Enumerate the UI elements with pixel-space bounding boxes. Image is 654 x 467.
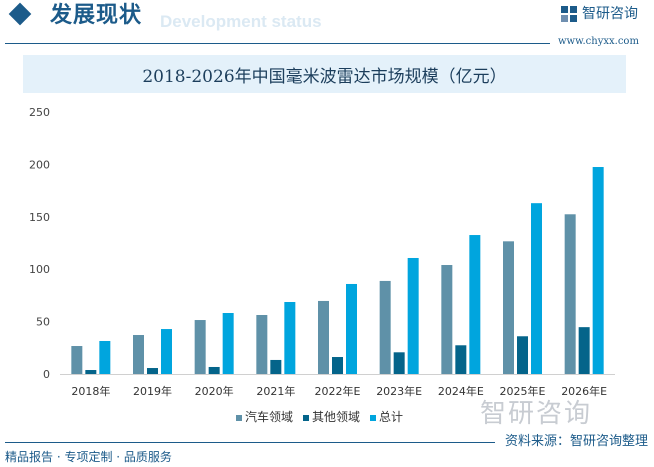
bar-other	[147, 368, 158, 374]
chart-title: 2018-2026年中国毫米波雷达市场规模（亿元）	[23, 55, 626, 93]
bar-auto	[71, 346, 83, 374]
watermark: 智研咨询	[480, 399, 593, 429]
header-title: 发展现状	[50, 3, 143, 28]
x-tick-label: 2025年E	[500, 384, 546, 398]
y-tick-label: 150	[29, 211, 50, 224]
brand-logo: 智研咨询	[560, 5, 638, 23]
bar-other	[208, 366, 220, 374]
bar-total	[284, 302, 296, 374]
y-tick-label: 50	[36, 316, 50, 329]
bar-other	[455, 345, 467, 374]
legend-item-total: 总计	[370, 410, 403, 425]
y-tick-label: 100	[29, 263, 50, 276]
bar-total	[531, 203, 542, 374]
x-tick-label: 2020年	[195, 384, 234, 398]
legend-label: 其他领域	[312, 410, 361, 424]
footer-tagline: 精品报告 · 专项定制 · 品质服务	[5, 450, 172, 464]
bar-other	[85, 370, 97, 374]
brand-url: www.chyxx.com	[558, 36, 639, 47]
x-tick-label: 2021年	[256, 384, 295, 398]
bar-total	[469, 235, 481, 374]
x-tick-label: 2018年	[71, 384, 110, 398]
bar-other	[393, 352, 405, 374]
bar-auto	[318, 300, 329, 374]
bar-other	[517, 336, 528, 374]
bar-auto	[194, 320, 206, 374]
footer-divider	[5, 442, 495, 443]
x-tick-label: 2022年E	[315, 384, 361, 398]
y-tick-label: 0	[43, 368, 50, 381]
legend-item-other: 其他领域	[303, 410, 360, 425]
bar-auto	[133, 335, 144, 374]
bar-other	[270, 359, 282, 374]
source-note: 资料来源：智研咨询整理	[504, 434, 648, 449]
header-divider	[5, 43, 550, 44]
bar-total	[592, 167, 604, 374]
bar-auto	[256, 314, 268, 374]
legend: 汽车领域 其他领域 总计	[236, 410, 403, 425]
y-tick-label: 250	[29, 106, 50, 119]
legend-item-auto: 汽车领域	[236, 410, 293, 425]
bar-total	[99, 340, 111, 374]
bar-auto	[564, 214, 576, 374]
logo-icon	[561, 6, 577, 22]
bar-total	[222, 313, 234, 374]
bar-total	[407, 257, 419, 374]
header-subtitle: Development status	[160, 12, 322, 31]
x-tick-label: 2023年E	[376, 384, 422, 398]
y-tick-label: 200	[29, 158, 50, 171]
bar-total	[346, 283, 357, 374]
bar-total	[161, 329, 172, 374]
legend-label: 总计	[379, 410, 404, 424]
bar-other	[332, 357, 343, 374]
x-tick-label: 2026年E	[561, 384, 607, 398]
bar-auto	[441, 265, 453, 374]
x-tick-label: 2019年	[133, 384, 172, 398]
brand-name: 智研咨询	[582, 6, 638, 22]
bar-other	[578, 327, 590, 374]
bar-auto	[379, 280, 391, 374]
legend-label: 汽车领域	[245, 410, 294, 424]
bar-auto	[503, 241, 514, 374]
x-tick-label: 2024年E	[438, 384, 484, 398]
